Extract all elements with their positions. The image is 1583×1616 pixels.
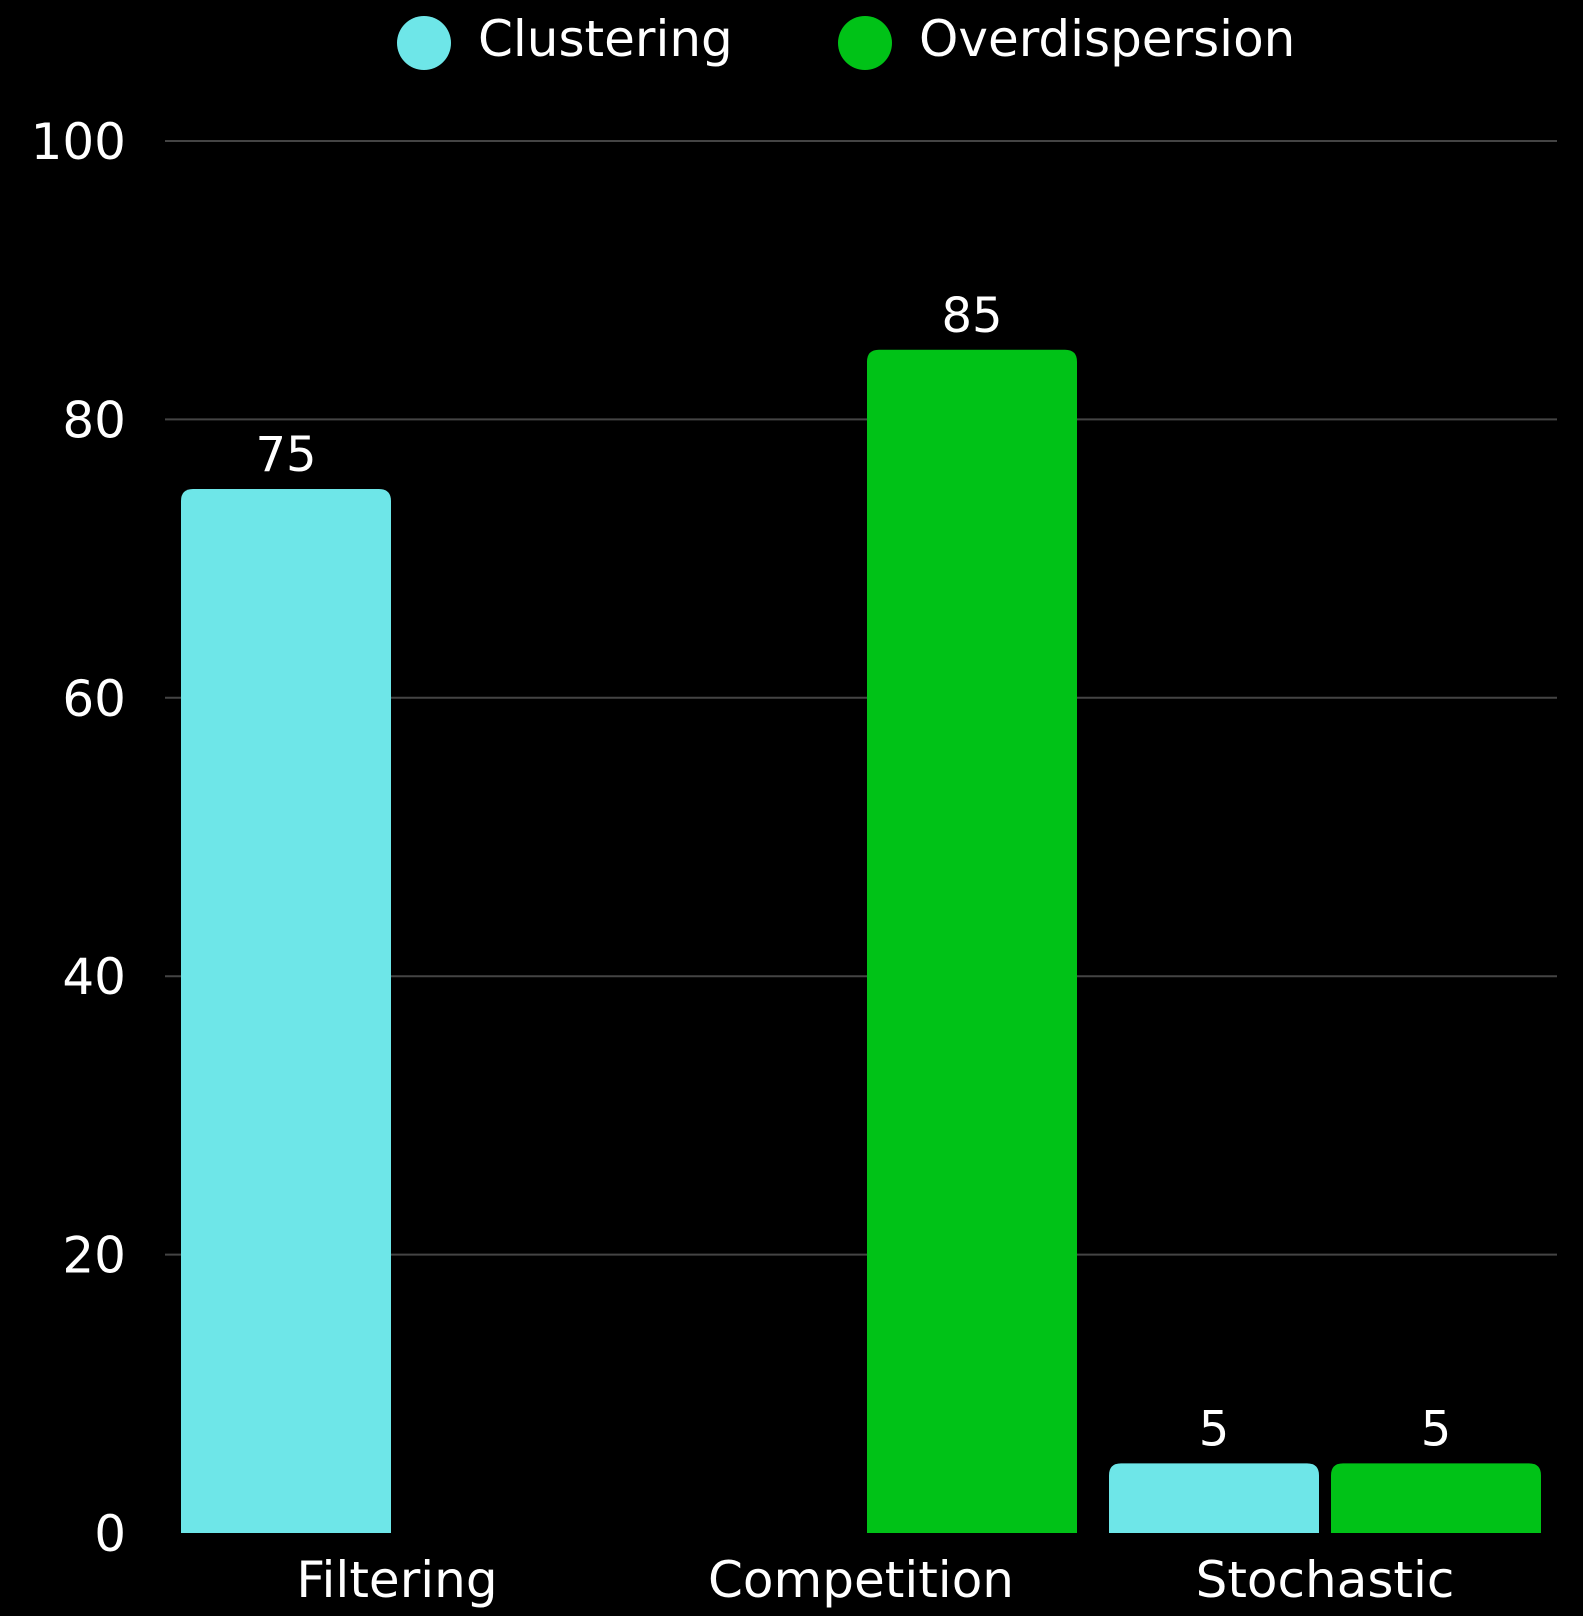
legend-marker-overdispersion [838, 16, 892, 70]
bars [181, 349, 1541, 1533]
bar-stochastic-overdispersion [1331, 1463, 1541, 1533]
legend-marker-clustering [397, 16, 451, 70]
data-label-stochastic-overdispersion: 5 [1421, 1401, 1452, 1457]
data-label-filtering-clustering: 75 [255, 427, 316, 483]
legend-label-overdispersion: Overdispersion [919, 10, 1295, 68]
legend-label-clustering: Clustering [478, 10, 733, 68]
y-tick-label-100: 100 [31, 113, 126, 171]
x-tick-label-filtering: Filtering [296, 1551, 497, 1609]
y-tick-label-80: 80 [62, 391, 126, 449]
bar-filtering-clustering [181, 489, 391, 1533]
x-tick-label-stochastic: Stochastic [1196, 1551, 1455, 1609]
y-axis-tick-labels: 0 20 40 60 80 100 [31, 113, 126, 1563]
y-tick-label-0: 0 [94, 1505, 126, 1563]
bar-stochastic-clustering [1109, 1463, 1319, 1533]
y-tick-label-60: 60 [62, 670, 126, 728]
x-tick-label-competition: Competition [708, 1551, 1014, 1609]
data-labels: 75 85 5 5 [255, 288, 1451, 1458]
y-tick-label-40: 40 [62, 948, 126, 1006]
bar-competition-overdispersion [867, 349, 1077, 1533]
data-label-competition-overdispersion: 85 [941, 288, 1002, 344]
data-label-stochastic-clustering: 5 [1199, 1401, 1230, 1457]
y-tick-label-20: 20 [62, 1227, 126, 1285]
grid-lines [165, 140, 1557, 1256]
legend: Clustering Overdispersion [397, 10, 1295, 70]
x-axis-category-labels: Filtering Competition Stochastic [296, 1551, 1454, 1609]
